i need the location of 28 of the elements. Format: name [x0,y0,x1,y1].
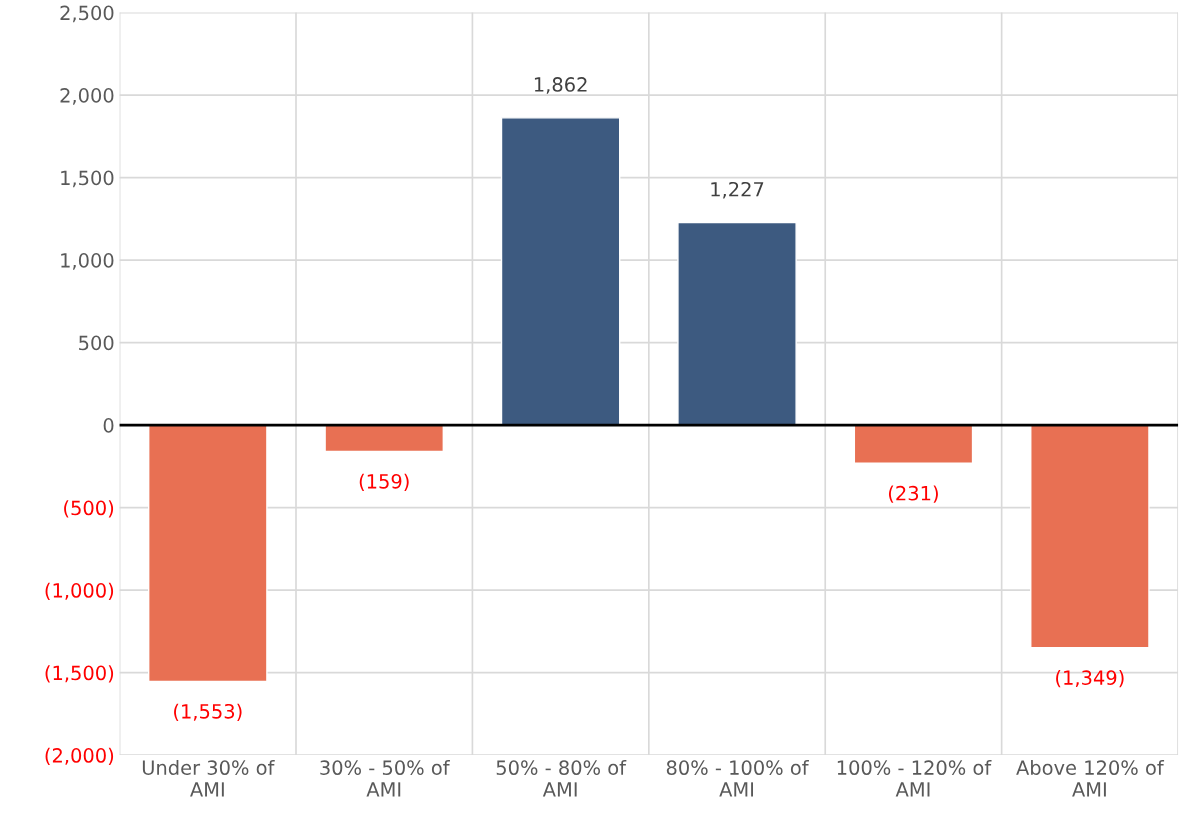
y-tick-label: (2,000) [45,747,114,766]
y-tick-label: 1,500 [61,170,114,188]
x-tick-label: 50% - 80% of AMI [496,759,627,797]
y-tick-label: 2,500 [60,5,114,23]
y-tick-label: 2,000 [60,88,114,105]
bar [677,221,797,426]
bar [500,117,621,426]
bar [324,424,445,453]
bar [148,424,268,683]
data-label: (231) [888,485,938,503]
y-tick-label: 0 [103,418,114,433]
x-tick-label: Above 120% of AMI [1016,759,1165,797]
data-label: (1,349) [1056,669,1124,688]
bar [853,424,974,464]
data-label: 1,862 [534,77,587,94]
y-tick-label: 500 [79,335,114,351]
x-tick-label: 100% - 120% of AMI [837,759,992,797]
x-tick-label: 30% - 50% of AMI [320,759,450,797]
y-tick-label: 1,000 [61,253,114,270]
y-tick-label: (500) [64,500,114,518]
y-tick-label: (1,500) [45,665,114,683]
y-tick-label: (1,000) [45,582,114,601]
data-label: 1,227 [711,181,764,199]
bar [1030,424,1150,649]
data-label: (1,553) [174,703,242,721]
x-tick-label: 80% - 100% of AMI [666,759,809,797]
data-label: (159) [359,473,409,491]
x-tick-label: Under 30% of AMI [142,759,275,797]
